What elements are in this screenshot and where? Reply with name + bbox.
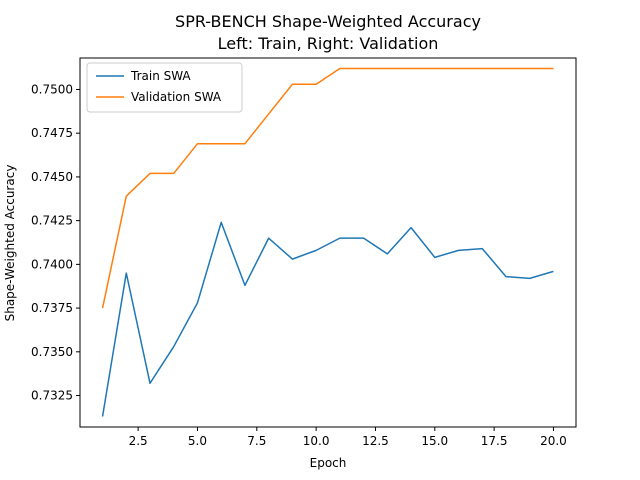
series-line-validation <box>101 67 554 309</box>
legend-label-train: Train SWA <box>130 69 191 83</box>
y-tick-label: 0.7400 <box>31 257 73 271</box>
x-tick-label: 15.0 <box>421 434 448 448</box>
y-tick-label: 0.7350 <box>31 345 73 359</box>
legend: Train SWA Validation SWA <box>86 62 243 113</box>
x-tick-label: 5.0 <box>188 434 207 448</box>
legend-label-validation: Validation SWA <box>131 90 222 104</box>
y-axis: 0.7325 0.7350 0.7375 0.7400 0.7425 0.7450 0.74… <box>31 82 80 403</box>
x-tick-label: 7.5 <box>247 434 266 448</box>
y-tick-label: 0.7500 <box>31 82 73 96</box>
x-tick-label: 12.5 <box>362 434 389 448</box>
x-axis-label: Epoch <box>310 456 347 470</box>
x-tick-label: 17.5 <box>481 434 508 448</box>
legend-box <box>86 62 243 113</box>
chart-title: SPR-BENCH Shape-Weighted Accuracy <box>175 12 481 31</box>
x-tick-label: 2.5 <box>129 434 148 448</box>
series-line-train <box>101 221 554 417</box>
y-tick-label: 0.7425 <box>31 214 73 228</box>
x-tick-label: 20.0 <box>540 434 567 448</box>
y-axis-label: Shape-Weighted Accuracy <box>3 165 17 322</box>
x-axis: 2.5 5.0 7.5 10.0 12.5 15.0 17.5 20.0 <box>129 427 567 448</box>
plot-frame <box>79 57 577 428</box>
y-tick-label: 0.7450 <box>31 170 73 184</box>
y-tick-label: 0.7475 <box>31 126 73 140</box>
y-tick-label: 0.7325 <box>31 389 73 403</box>
x-tick-label: 10.0 <box>303 434 330 448</box>
y-tick-label: 0.7375 <box>31 301 73 315</box>
chart-subtitle: Left: Train, Right: Validation <box>218 34 439 53</box>
plot-lines <box>101 67 554 417</box>
